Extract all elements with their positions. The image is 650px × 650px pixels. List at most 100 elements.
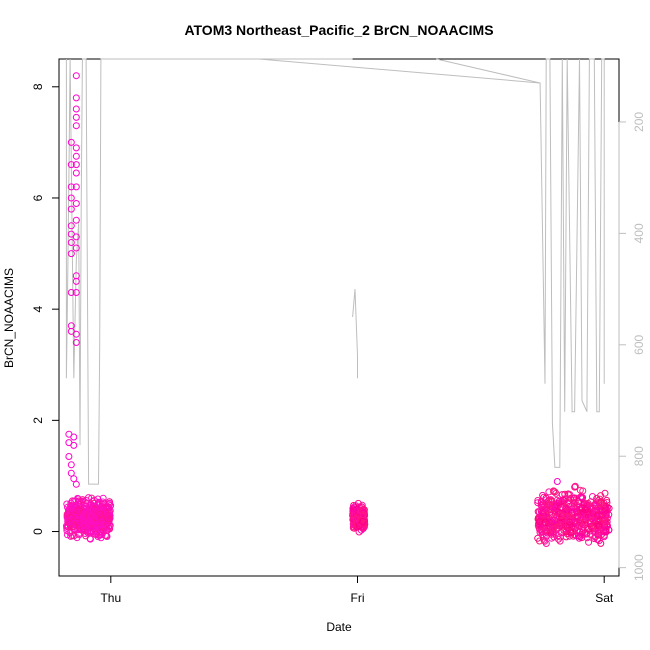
data-point [581,506,589,514]
data-point [561,495,568,503]
data-point [538,498,546,506]
data-point [67,161,75,169]
data-point [576,522,584,530]
data-point [68,503,75,511]
data-point [72,72,80,80]
y-tick-label: 2 [31,417,45,424]
data-point [545,488,553,496]
data-point [86,529,94,537]
x-tick-label: Thu [100,591,121,605]
data-point [67,289,75,296]
y2-tick-label: 800 [632,446,646,466]
data-point [66,520,74,528]
data-point [585,538,593,546]
data-point [91,510,99,518]
data-point [562,503,570,511]
data-point [570,494,578,502]
data-point [70,497,78,505]
y2-tick-label: 1000 [632,554,646,581]
data-point [555,520,563,528]
y-tick-label: 8 [31,83,45,90]
data-point [106,521,114,529]
data-point [75,516,83,524]
data-point [570,499,577,507]
data-point [545,501,553,509]
data-point [536,518,544,526]
data-point [585,520,593,528]
data-point [550,488,558,496]
data-point [79,496,87,504]
data-point [67,469,75,477]
data-point [582,511,590,518]
altitude-line-segment [258,58,541,84]
data-point [96,499,104,507]
data-point [72,94,80,102]
data-point [359,517,367,525]
data-point [75,521,83,529]
data-point [99,494,107,502]
data-point [72,169,80,177]
data-point [72,105,80,113]
data-point [556,537,564,545]
data-point [67,513,74,521]
data-point [571,523,579,531]
data-point [72,152,80,160]
data-point [82,502,89,510]
data-point [72,339,80,346]
y-axis-right: 200 400 600 800 1000 [618,112,646,581]
data-point [576,519,584,526]
data-point [578,504,586,512]
data-point [355,518,363,526]
data-point [105,513,113,521]
data-point [72,480,80,488]
altitude-profile-line [65,58,605,485]
chart-title: ATOM3 Northeast_Pacific_2 BrCN_NOAACIMS [184,22,493,38]
data-point [67,205,75,213]
data-point [74,495,82,503]
data-point [69,514,77,522]
data-point [546,525,554,533]
x-axis-label: Date [326,620,352,634]
data-point [103,532,110,540]
altitude-line-segment [352,289,358,379]
y2-tick-label: 400 [632,223,646,243]
data-point [597,492,605,500]
data-point [593,520,601,528]
data-point [70,441,78,449]
data-point [72,330,80,338]
data-point [541,505,549,513]
y2-tick-label: 600 [632,334,646,354]
data-point [72,161,80,169]
data-point [594,530,602,537]
data-point [80,521,88,529]
data-point [67,461,75,469]
data-point [72,289,80,296]
data-point [589,516,597,524]
data-point [98,509,106,517]
data-point [95,531,103,539]
data-point [542,540,550,547]
data-point [534,497,542,504]
data-point [72,200,80,207]
data-point [67,138,75,146]
data-point [582,500,590,508]
data-point [553,501,561,509]
data-point [67,183,75,191]
data-point [591,500,599,508]
data-point [72,244,80,252]
data-point [597,539,605,547]
data-point [87,512,95,520]
data-point [558,513,566,521]
data-point [556,533,564,541]
y-tick-label: 0 [31,528,45,535]
data-point [99,526,107,534]
data-points [63,72,613,547]
data-point [67,239,75,246]
data-point [70,523,78,531]
data-point [355,522,363,530]
y-tick-label: 4 [31,306,45,313]
data-point [566,491,574,499]
y-tick-label: 6 [31,194,45,201]
data-point [553,478,561,485]
